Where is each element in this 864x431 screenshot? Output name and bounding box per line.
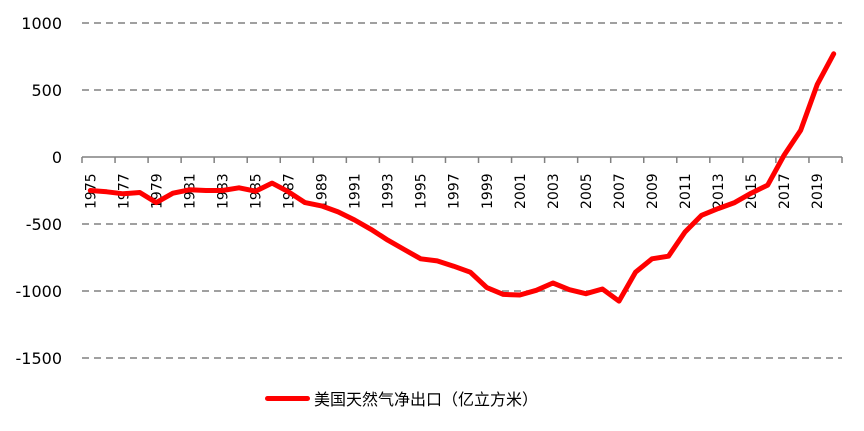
series-line-net-gas-exports [87, 51, 837, 304]
gridlines [82, 22, 842, 359]
x-tick-label: 1999 [480, 173, 496, 209]
x-tick-label: 2019 [810, 173, 826, 209]
y-tick-label: -1500 [16, 349, 63, 368]
x-tick-label: 1989 [315, 173, 331, 209]
x-tick-label: 1977 [116, 173, 132, 209]
x-axis: 1975 1977 1979 1981 1983 1985 1987 1989 1991 1993… [81, 156, 843, 209]
y-tick-label: -500 [26, 215, 62, 234]
x-tick-label: 2003 [546, 173, 562, 209]
x-tick-label: 2011 [678, 173, 694, 209]
legend-line-swatch [265, 395, 310, 401]
x-tick-label: 2017 [777, 173, 793, 209]
x-tick-label: 1997 [447, 173, 463, 209]
x-tick-label: 2007 [612, 173, 628, 209]
y-tick-label: 500 [31, 81, 62, 100]
y-tick-label: 1000 [21, 14, 62, 33]
y-tick-label: -1000 [16, 282, 63, 301]
x-tick-label: 2001 [513, 173, 529, 209]
y-tick-label: 0 [52, 148, 62, 167]
x-tick-label: 1991 [348, 173, 364, 209]
legend-label: 美国天然气净出口（亿立方米） [314, 390, 539, 409]
x-tick-label: 2009 [645, 173, 661, 209]
legend: 美国天然气净出口（亿立方米） [265, 386, 538, 410]
x-tick-label: 2013 [711, 173, 727, 209]
x-tick-label: 2005 [579, 173, 595, 209]
x-tick-label: 1993 [381, 173, 397, 209]
x-tick-label: 1995 [414, 173, 430, 209]
y-axis-labels: 1000 500 0 -500 -1000 -1500 [16, 14, 63, 368]
